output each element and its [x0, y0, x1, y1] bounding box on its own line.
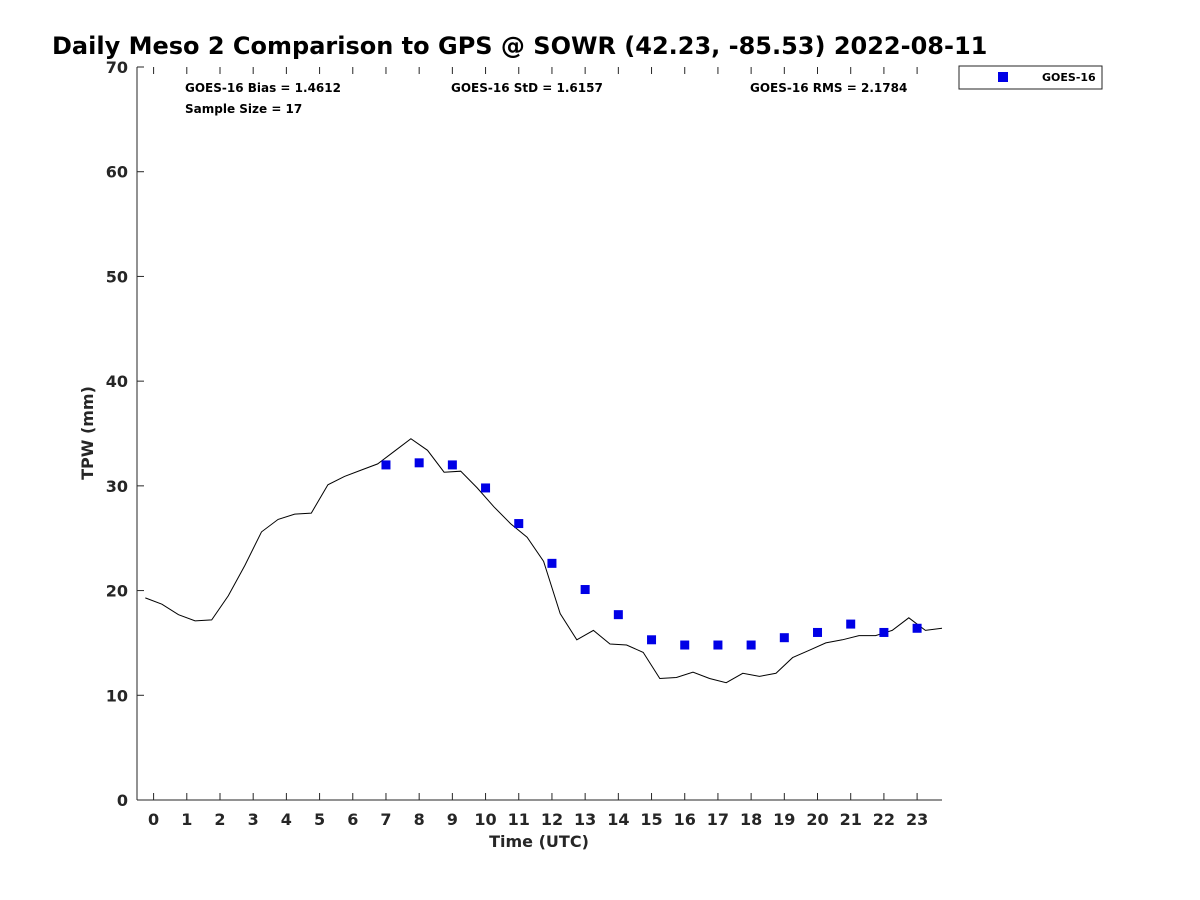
y-tick-label: 50 — [106, 267, 128, 286]
axes — [136, 67, 942, 801]
legend-label-goes16: GOES-16 — [1042, 71, 1096, 84]
y-tick-label: 40 — [106, 372, 128, 391]
x-tick-label: 8 — [414, 810, 425, 829]
x-tick-label: 18 — [740, 810, 762, 829]
x-tick-label: 22 — [873, 810, 895, 829]
legend-marker-goes16 — [998, 72, 1008, 82]
goes16-point — [912, 623, 922, 633]
stat-sample-size: Sample Size = 17 — [185, 102, 302, 116]
goes16-point — [547, 558, 557, 568]
plot-area — [137, 67, 942, 800]
y-tick-label: 60 — [106, 163, 128, 182]
x-tick-label: 15 — [640, 810, 662, 829]
x-tick-label: 7 — [380, 810, 391, 829]
goes16-point — [813, 627, 823, 637]
goes16-point — [447, 460, 457, 470]
goes16-point — [580, 585, 590, 595]
chart-title: Daily Meso 2 Comparison to GPS @ SOWR (4… — [52, 32, 987, 60]
x-tick-label: 19 — [773, 810, 795, 829]
goes16-point — [713, 640, 723, 650]
goes16-point — [779, 633, 789, 643]
x-tick-label: 2 — [214, 810, 225, 829]
x-tick-label: 17 — [707, 810, 729, 829]
y-axis-label: TPW (mm) — [78, 386, 97, 480]
stat-std: GOES-16 StD = 1.6157 — [451, 81, 603, 95]
y-tick-label: 10 — [106, 686, 128, 705]
series-layer — [145, 438, 943, 684]
goes16-point — [381, 460, 391, 470]
goes16-point — [647, 635, 657, 645]
x-tick-label: 12 — [541, 810, 563, 829]
goes16-point — [879, 627, 889, 637]
x-tick-label: 6 — [347, 810, 358, 829]
x-tick-label: 23 — [906, 810, 928, 829]
goes16-point — [481, 483, 491, 493]
x-tick-label: 4 — [281, 810, 292, 829]
legend-box — [958, 65, 1103, 90]
x-tick-label: 5 — [314, 810, 325, 829]
x-tick-label: 14 — [607, 810, 629, 829]
y-ticks: 0 10 20 30 40 50 60 70 — [106, 58, 144, 810]
goes16-point — [613, 610, 623, 620]
x-tick-label: 21 — [840, 810, 862, 829]
stat-rms: GOES-16 RMS = 2.1784 — [750, 81, 907, 95]
goes16-point — [514, 519, 524, 529]
y-tick-label: 0 — [117, 791, 128, 810]
goes16-point — [414, 458, 424, 468]
x-tick-label: 20 — [806, 810, 828, 829]
stat-bias: GOES-16 Bias = 1.4612 — [185, 81, 341, 95]
x-tick-label: 1 — [181, 810, 192, 829]
y-tick-label: 70 — [106, 58, 128, 77]
goes16-point — [846, 619, 856, 629]
x-tick-label: 16 — [674, 810, 696, 829]
gps-tpw-line — [145, 438, 943, 684]
x-tick-label: 10 — [474, 810, 496, 829]
x-tick-label: 13 — [574, 810, 596, 829]
goes16-point — [746, 640, 756, 650]
x-tick-label: 9 — [447, 810, 458, 829]
x-tick-label: 0 — [148, 810, 159, 829]
x-axis-label: Time (UTC) — [489, 832, 589, 851]
x-tick-label: 11 — [508, 810, 530, 829]
y-tick-label: 20 — [106, 582, 128, 601]
legend: GOES-16 — [958, 65, 1103, 90]
y-tick-label: 30 — [106, 477, 128, 496]
goes16-point — [680, 640, 690, 650]
x-ticks: 0 1 2 3 4 5 6 7 8 9 10 11 12 13 14 15 16 17 18 19 20 21 22 23 — [148, 67, 928, 829]
x-tick-label: 3 — [248, 810, 259, 829]
